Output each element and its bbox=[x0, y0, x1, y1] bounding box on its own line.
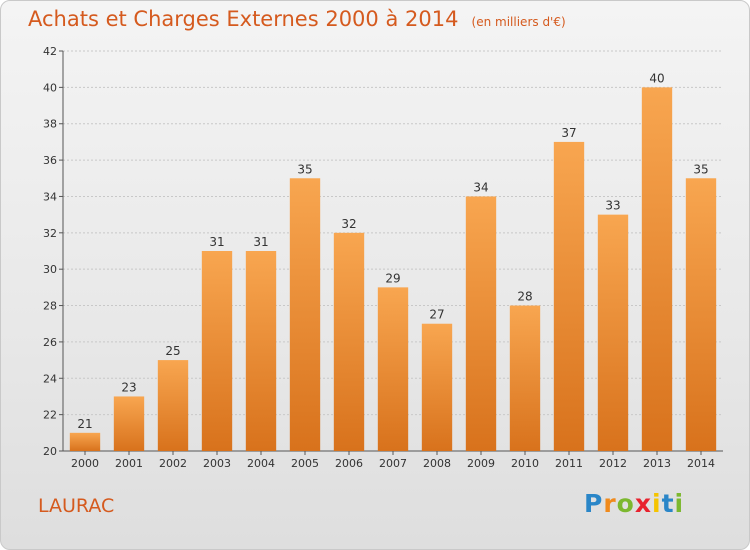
bar-value-label: 37 bbox=[561, 126, 576, 140]
x-tick-label: 2010 bbox=[511, 457, 539, 470]
bar-value-label: 34 bbox=[473, 180, 488, 194]
bar-value-label: 23 bbox=[121, 380, 136, 394]
bar bbox=[333, 232, 365, 451]
bar bbox=[113, 396, 145, 451]
brand-logo-letter: r bbox=[603, 489, 617, 518]
bar-value-label: 32 bbox=[341, 217, 356, 231]
bar bbox=[289, 178, 321, 452]
bar bbox=[157, 360, 189, 451]
x-tick-label: 2003 bbox=[203, 457, 231, 470]
bar bbox=[465, 196, 497, 451]
bar-value-label: 31 bbox=[253, 235, 268, 249]
place-name: LAURAC bbox=[38, 495, 115, 517]
bar-value-label: 21 bbox=[77, 417, 92, 431]
y-tick-label: 24 bbox=[43, 372, 57, 385]
brand-logo-letter: i bbox=[652, 489, 662, 518]
bar bbox=[377, 287, 409, 451]
y-tick-label: 32 bbox=[43, 227, 57, 240]
bar-value-label: 33 bbox=[605, 199, 620, 213]
bar bbox=[685, 178, 717, 452]
y-tick-label: 26 bbox=[43, 336, 57, 349]
title-block: Achats et Charges Externes 2000 à 2014 (… bbox=[28, 7, 566, 31]
y-tick-label: 28 bbox=[43, 300, 57, 313]
x-tick-label: 2012 bbox=[599, 457, 627, 470]
bar bbox=[597, 214, 629, 451]
x-tick-label: 2004 bbox=[247, 457, 275, 470]
x-tick-label: 2014 bbox=[687, 457, 715, 470]
bar-value-label: 35 bbox=[693, 162, 708, 176]
bar-value-label: 31 bbox=[209, 235, 224, 249]
x-tick-label: 2007 bbox=[379, 457, 407, 470]
x-tick-label: 2013 bbox=[643, 457, 671, 470]
x-tick-label: 2009 bbox=[467, 457, 495, 470]
x-tick-label: 2006 bbox=[335, 457, 363, 470]
brand-logo-letter: x bbox=[634, 489, 652, 518]
bar-value-label: 25 bbox=[165, 344, 180, 358]
bar-value-label: 28 bbox=[517, 290, 532, 304]
brand-logo-letter: P bbox=[584, 489, 604, 518]
bar-value-label: 35 bbox=[297, 162, 312, 176]
y-tick-label: 30 bbox=[43, 263, 57, 276]
bar bbox=[553, 141, 585, 451]
y-tick-label: 34 bbox=[43, 190, 57, 203]
y-tick-label: 40 bbox=[43, 81, 57, 94]
bar bbox=[509, 305, 541, 451]
bar bbox=[641, 87, 673, 451]
x-tick-label: 2000 bbox=[71, 457, 99, 470]
bar bbox=[69, 432, 101, 451]
x-tick-label: 2008 bbox=[423, 457, 451, 470]
chart-title: Achats et Charges Externes 2000 à 2014 bbox=[28, 7, 459, 31]
brand-logo-letter: t bbox=[661, 489, 675, 518]
y-tick-label: 20 bbox=[43, 445, 57, 458]
y-tick-label: 42 bbox=[43, 45, 57, 58]
chart-subtitle: (en milliers d'€) bbox=[471, 15, 566, 29]
x-tick-label: 2005 bbox=[291, 457, 319, 470]
x-tick-label: 2001 bbox=[115, 457, 143, 470]
bar bbox=[421, 323, 453, 451]
bar-value-label: 40 bbox=[649, 71, 664, 85]
x-tick-label: 2011 bbox=[555, 457, 583, 470]
bar-value-label: 29 bbox=[385, 271, 400, 285]
brand-logo-letter: i bbox=[674, 489, 685, 518]
y-tick-label: 22 bbox=[43, 409, 57, 422]
bar bbox=[201, 251, 233, 451]
bar-value-label: 27 bbox=[429, 308, 444, 322]
y-tick-label: 36 bbox=[43, 154, 57, 167]
brand-logo: Proxiti bbox=[584, 489, 684, 518]
x-tick-label: 2002 bbox=[159, 457, 187, 470]
brand-logo-letter: o bbox=[616, 489, 635, 518]
bar bbox=[245, 251, 277, 451]
y-tick-label: 38 bbox=[43, 118, 57, 131]
